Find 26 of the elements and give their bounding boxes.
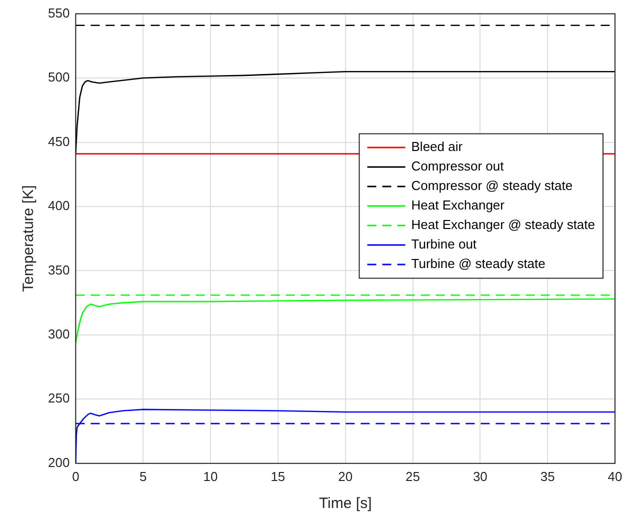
x-tick-label: 10 (203, 468, 218, 484)
x-tick-label: 35 (540, 468, 555, 484)
legend-label: Compressor @ steady state (411, 178, 573, 194)
y-tick-label: 400 (48, 198, 70, 214)
legend-label: Bleed air (411, 139, 464, 154)
legend-label: Heat Exchanger @ steady state (411, 217, 596, 232)
y-tick-label: 300 (48, 326, 70, 342)
legend-label: Heat Exchanger (411, 198, 506, 213)
y-tick-label: 200 (48, 454, 70, 470)
y-tick-label: 500 (48, 70, 70, 85)
y-axis-title: Temperature [K] (20, 185, 38, 292)
x-tick-label: 30 (472, 468, 488, 484)
legend-label: Turbine @ steady state (411, 256, 546, 272)
legend-label: Turbine out (411, 236, 477, 252)
x-tick-label: 15 (270, 468, 286, 484)
y-tick-label: 250 (48, 390, 70, 406)
x-axis-title: Time [s] (318, 495, 372, 512)
x-tick-label: 5 (139, 468, 147, 484)
x-tick-label: 40 (608, 468, 622, 484)
legend-label: Compressor out (411, 158, 504, 174)
y-tick-label: 550 (48, 5, 70, 20)
x-tick-label: 25 (406, 468, 420, 484)
x-tick-label: 20 (338, 468, 353, 484)
x-tick-label: 0 (72, 468, 80, 484)
y-tick-label: 450 (48, 134, 70, 149)
y-tick-label: 350 (48, 262, 70, 278)
